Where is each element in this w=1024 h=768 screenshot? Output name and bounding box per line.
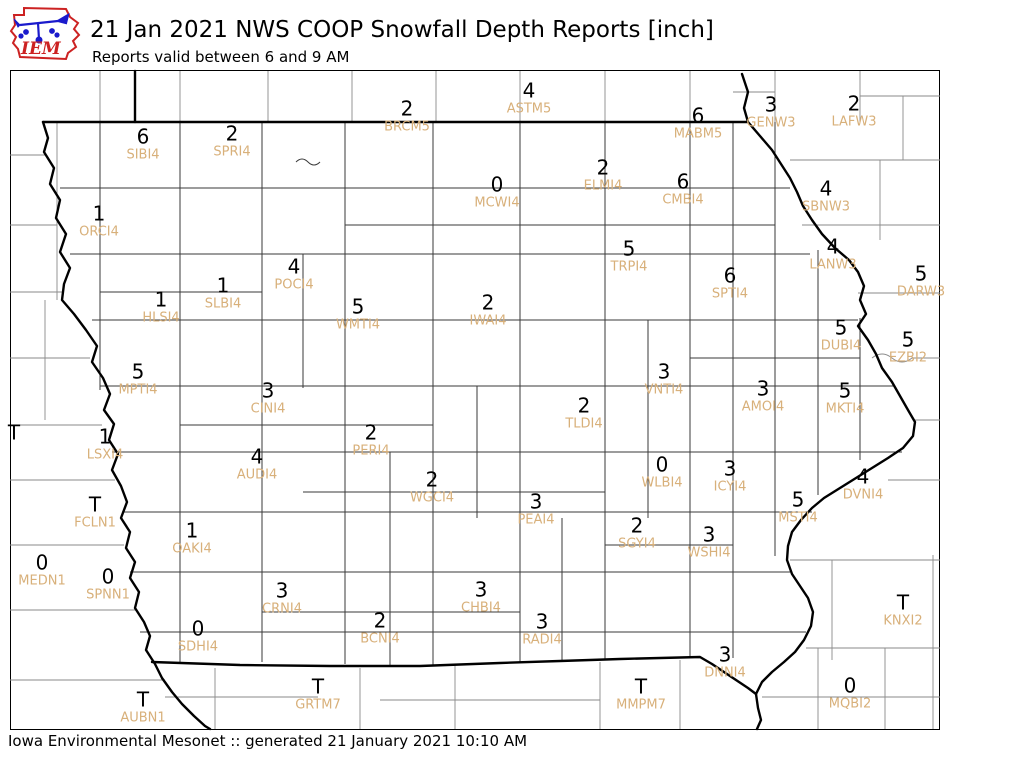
county-grid (60, 122, 902, 666)
weathervane-icon (13, 12, 70, 44)
page-subtitle: Reports valid between 6 and 9 AM (92, 48, 350, 66)
state-border (41, 69, 917, 731)
page-title: 21 Jan 2021 NWS COOP Snowfall Depth Repo… (90, 17, 714, 43)
mississippi-river-border (740, 72, 917, 731)
iem-logo: IEM (9, 6, 81, 61)
iowa-outline-icon (9, 6, 81, 61)
map-frame (10, 70, 940, 730)
south-border (150, 655, 758, 696)
footer-text: Iowa Environmental Mesonet :: generated … (8, 732, 528, 750)
neighbor-county-grid (10, 71, 940, 729)
logo-text: IEM (20, 39, 62, 59)
missouri-river-border (41, 120, 212, 731)
